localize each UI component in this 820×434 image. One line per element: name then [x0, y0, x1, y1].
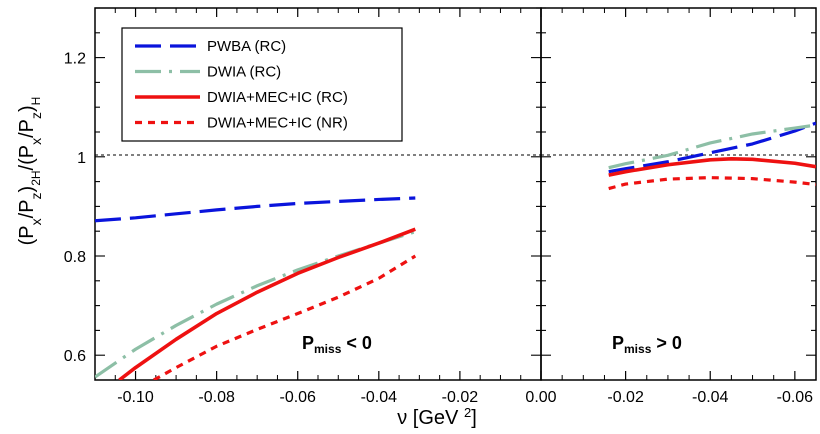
- legend-label-dwia-mec-ic-rc: DWIA+MEC+IC (RC): [207, 89, 348, 106]
- x-tick-label: -0.02: [607, 389, 644, 406]
- panel-right-frame: [540, 7, 817, 381]
- annotation-right: Pmiss > 0: [612, 333, 682, 356]
- legend-label-pwba-rc: PWBA (RC): [207, 38, 286, 55]
- panel-right: -0.02 -0.04 -0.06 Pmiss > 0: [540, 7, 817, 406]
- y-axis-title: (Px/Pz)2H/(Px/Pz)H: [16, 97, 44, 246]
- y-tick-label: 0.8: [64, 249, 86, 266]
- series-dwia-mec-ic-nr-right: [608, 176, 816, 191]
- series-dwia-rc-right: [608, 123, 816, 170]
- x-tick-label: -0.02: [442, 389, 479, 406]
- x-tick-label: -0.06: [279, 389, 316, 406]
- series-dwia-mec-ic-rc-right: [608, 156, 816, 177]
- tick-group-right: -0.02 -0.04 -0.06: [541, 7, 817, 406]
- panel-left: -0.10 -0.08 -0.06 -0.04 -0.02 0.00 Pmiss < 0: [94, 7, 557, 406]
- x-tick-label: 0.00: [525, 389, 556, 406]
- curve-group-right: [608, 121, 816, 191]
- x-tick-label: -0.08: [198, 389, 235, 406]
- series-pwba-rc-left: [95, 196, 416, 223]
- legend: PWBA (RC) DWIA (RC) DWIA+MEC+IC (RC) DWIA+M…: [121, 27, 403, 142]
- tick-group-left: -0.10 -0.08 -0.06 -0.04 -0.02 0.00: [94, 7, 557, 406]
- series-dwia-mec-ic-rc-left: [118, 227, 416, 380]
- x-tick-label: -0.10: [117, 389, 154, 406]
- x-axis-title: ν [GeV 2]: [397, 405, 477, 430]
- x-tick-label: -0.04: [692, 389, 729, 406]
- curve-group-left: [95, 196, 417, 380]
- y-tick-label: 0.6: [64, 348, 86, 365]
- series-dwia-rc-left: [95, 230, 416, 379]
- series-dwia-mec-ic-nr-left: [153, 254, 417, 380]
- annotation-left: Pmiss < 0: [302, 333, 372, 356]
- legend-label-dwia-rc: DWIA (RC): [207, 64, 281, 81]
- legend-label-dwia-mec-ic-nr: DWIA+MEC+IC (NR): [207, 115, 348, 132]
- y-tick-labels: 0.6 0.8 1 1.2: [64, 51, 86, 366]
- y-tick-label: 1: [77, 150, 86, 167]
- series-pwba-rc-right: [608, 121, 816, 174]
- y-tick-label: 1.2: [64, 51, 86, 68]
- legend-box: [121, 27, 403, 142]
- x-tick-label: -0.06: [777, 389, 814, 406]
- x-tick-label: -0.04: [361, 389, 398, 406]
